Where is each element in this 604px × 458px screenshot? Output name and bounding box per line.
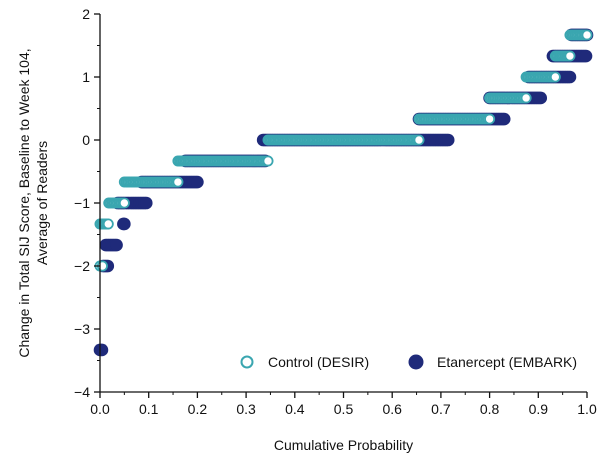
- legend-label-etanercept: Etanercept (EMBARK): [437, 354, 577, 370]
- x-tick-label: 0.8: [480, 401, 500, 417]
- y-tick-label: 0: [82, 132, 90, 148]
- y-tick-label: −3: [74, 321, 90, 337]
- x-tick-label: 0.9: [529, 401, 549, 417]
- data-point: [191, 175, 204, 189]
- data-point: [262, 155, 274, 167]
- y-tick-label: −4: [74, 384, 90, 400]
- data-point: [118, 197, 130, 209]
- data-point: [581, 29, 593, 41]
- x-tick-label: 0.7: [431, 401, 451, 417]
- series-run: [93, 343, 109, 357]
- data-point: [413, 134, 425, 146]
- data-point: [579, 49, 593, 63]
- data-point: [95, 343, 109, 357]
- data-point: [484, 113, 496, 125]
- series: [93, 28, 594, 357]
- x-tick-label: 0.4: [285, 401, 305, 417]
- ticks: 2 1 0 −1 −2 −3 −40.0 0.1 0.2 0.3 0.4 0.5 0.6 0.7 0.8 0.…: [74, 6, 597, 417]
- y-tick-label: −2: [74, 258, 90, 274]
- data-point: [118, 217, 131, 231]
- data-point: [139, 196, 153, 210]
- series-run: [413, 113, 496, 125]
- series-run: [94, 218, 114, 230]
- y-axis-label-line-2: Average of Readers: [34, 141, 50, 265]
- x-tick-label: 0.1: [139, 401, 159, 417]
- x-tick-label: 0.2: [188, 401, 208, 417]
- series-run: [103, 197, 130, 209]
- x-tick-label: 0.3: [236, 401, 256, 417]
- legend: Control (DESIR) Etanercept (EMBARK): [240, 354, 577, 370]
- series-run: [117, 217, 131, 231]
- series-run: [118, 176, 184, 188]
- data-point: [563, 70, 577, 84]
- data-point: [441, 133, 455, 147]
- series-run: [99, 238, 123, 252]
- data-point: [564, 50, 576, 62]
- x-tick-label: 1.0: [577, 401, 597, 417]
- data-point: [110, 238, 123, 252]
- data-point: [534, 91, 548, 105]
- x-tick-label: 0.6: [382, 401, 402, 417]
- y-tick-label: 1: [82, 69, 90, 85]
- data-point: [497, 112, 511, 126]
- x-tick-label: 0.5: [334, 401, 354, 417]
- x-tick-label: 0.0: [90, 401, 110, 417]
- series: [94, 29, 593, 272]
- y-tick-label: 2: [82, 6, 90, 22]
- x-axis-label: Cumulative Probability: [274, 437, 413, 453]
- series-run: [520, 71, 561, 83]
- data-point: [102, 218, 114, 230]
- plot-area: [93, 28, 594, 357]
- data-point: [172, 176, 184, 188]
- data-point: [549, 71, 561, 83]
- y-axis-label-line-1: Change in Total SIJ Score, Baseline to W…: [16, 48, 32, 357]
- series-run: [549, 50, 576, 62]
- data-point: [520, 92, 532, 104]
- legend-label-control: Control (DESIR): [268, 354, 369, 370]
- series-run: [564, 29, 593, 41]
- y-tick-label: −1: [74, 195, 90, 211]
- axes: [99, 14, 587, 393]
- legend-marker-control: [240, 355, 254, 369]
- legend-marker-etanercept: [408, 354, 424, 370]
- series-run: [262, 134, 425, 146]
- series-run: [484, 92, 532, 104]
- series-run: [172, 155, 274, 167]
